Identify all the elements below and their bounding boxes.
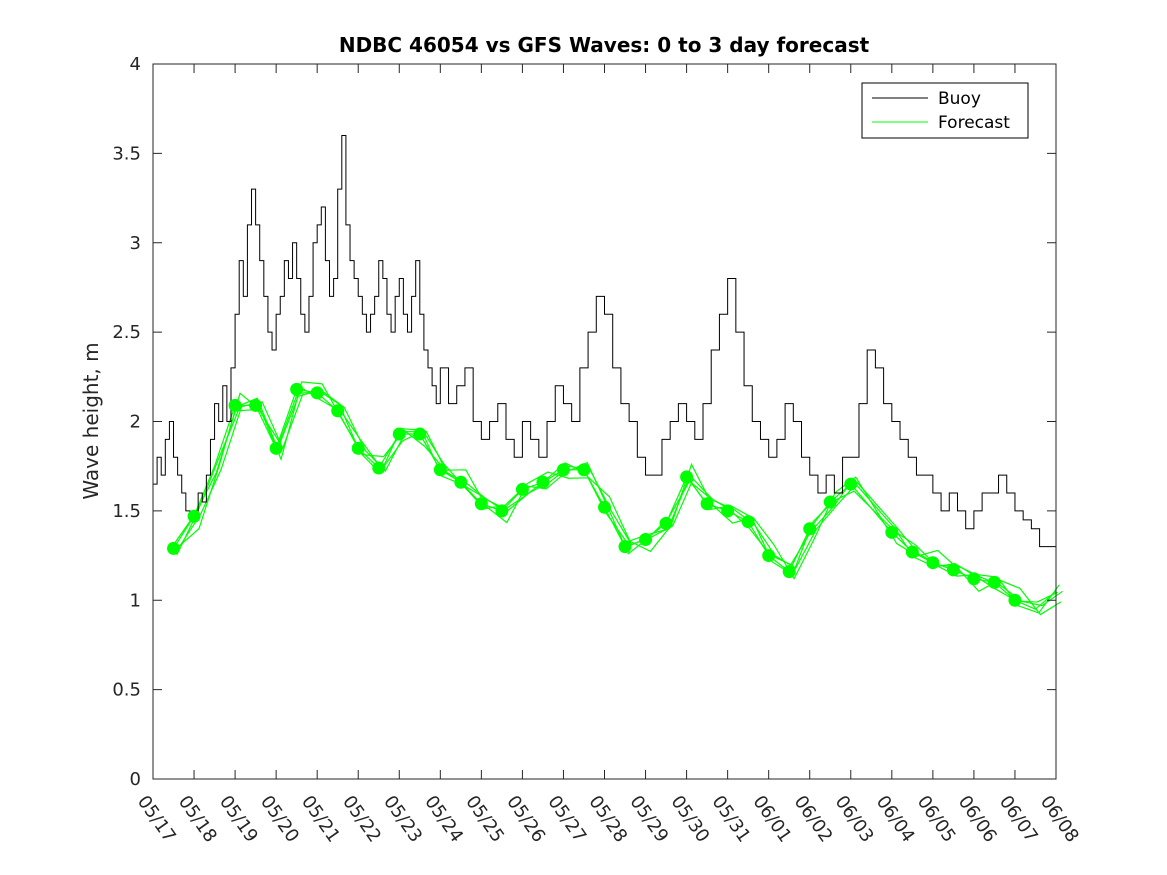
x-tick-label: 05/29: [625, 792, 672, 847]
forecast-point: [269, 441, 283, 455]
forecast-point: [413, 427, 427, 441]
x-tick-label: 06/06: [954, 792, 1001, 847]
forecast-line-1: [173, 388, 1057, 610]
forecast-point: [885, 525, 899, 539]
forecast-point: [844, 477, 858, 491]
forecast-point: [618, 540, 632, 554]
forecast-point: [680, 470, 694, 484]
x-tick-label: 05/19: [215, 792, 262, 847]
forecast-point: [351, 441, 365, 455]
forecast-point: [987, 575, 1001, 589]
forecast-point: [721, 504, 735, 518]
y-tick-label: 4: [130, 54, 141, 75]
x-tick-label: 06/04: [872, 792, 919, 847]
forecast-point: [639, 532, 653, 546]
forecast-point: [741, 515, 755, 529]
forecast-point: [392, 427, 406, 441]
y-tick-label: 2.5: [112, 322, 141, 343]
forecast-point: [454, 475, 468, 489]
x-tick-label: 06/02: [790, 792, 837, 847]
forecast-point: [762, 549, 776, 563]
y-tick-label: 1: [130, 590, 141, 611]
plot-area: 00.511.522.533.5405/1705/1805/1905/2005/…: [112, 54, 1083, 846]
x-tick-label: 06/03: [831, 792, 878, 847]
x-tick-label: 05/22: [338, 792, 385, 847]
x-tick-label: 05/24: [420, 792, 467, 847]
forecast-line-5: [179, 391, 1063, 607]
y-tick-label: 0: [130, 769, 141, 790]
forecast-point: [372, 461, 386, 475]
forecast-line-2: [174, 389, 1058, 603]
x-tick-label: 05/30: [666, 792, 713, 847]
forecast-point: [249, 398, 263, 412]
forecast-point: [187, 509, 201, 523]
buoy-line: [153, 135, 1056, 548]
forecast-point: [167, 541, 181, 555]
forecast-line-3: [176, 385, 1060, 614]
x-tick-label: 05/26: [502, 792, 549, 847]
y-tick-label: 2: [130, 412, 141, 433]
legend-label-buoy: Buoy: [938, 89, 981, 109]
forecast-point: [536, 475, 550, 489]
x-tick-label: 06/08: [1036, 792, 1083, 847]
x-tick-label: 05/25: [461, 792, 508, 847]
y-axis-label: Wave height, m: [79, 342, 103, 499]
chart-title: NDBC 46054 vs GFS Waves: 0 to 3 day fore…: [339, 33, 870, 57]
x-tick-label: 06/07: [995, 792, 1042, 847]
x-tick-label: 05/18: [174, 792, 221, 847]
x-tick-label: 05/27: [543, 792, 590, 847]
forecast-point: [926, 556, 940, 570]
forecast-point: [946, 563, 960, 577]
forecast-point: [331, 404, 345, 418]
forecast-point: [782, 565, 796, 579]
x-tick-label: 06/01: [749, 792, 796, 847]
forecast-point: [659, 516, 673, 530]
forecast-line-4: [178, 381, 1062, 616]
legend-box: [861, 82, 1029, 139]
forecast-point: [433, 463, 447, 477]
forecast-point: [803, 522, 817, 536]
forecast-point: [823, 495, 837, 509]
x-tick-label: 05/31: [708, 792, 755, 847]
y-tick-label: 3.5: [112, 143, 141, 164]
forecast-point: [967, 572, 981, 586]
forecast-point: [700, 497, 714, 511]
forecast-point: [1008, 593, 1022, 607]
y-tick-label: 0.5: [112, 680, 141, 701]
legend-label-forecast: Forecast: [938, 113, 1010, 133]
x-tick-label: 05/21: [297, 792, 344, 847]
legend: Buoy Forecast: [861, 82, 1029, 139]
x-tick-label: 05/17: [133, 792, 180, 847]
forecast-point: [474, 497, 488, 511]
x-tick-label: 05/23: [379, 792, 426, 847]
forecast-point: [495, 504, 509, 518]
y-tick-label: 1.5: [112, 501, 141, 522]
forecast-point: [598, 500, 611, 514]
forecast-point: [577, 463, 591, 477]
forecast-point: [310, 386, 324, 400]
forecast-point: [905, 545, 919, 559]
y-tick-label: 3: [130, 233, 141, 254]
x-tick-label: 06/05: [913, 792, 960, 847]
forecast-point: [228, 398, 242, 412]
forecast-point: [290, 382, 304, 396]
forecast-point: [556, 463, 570, 477]
x-tick-label: 05/20: [256, 792, 303, 847]
forecast-point: [515, 482, 529, 496]
x-tick-label: 05/28: [584, 792, 631, 847]
